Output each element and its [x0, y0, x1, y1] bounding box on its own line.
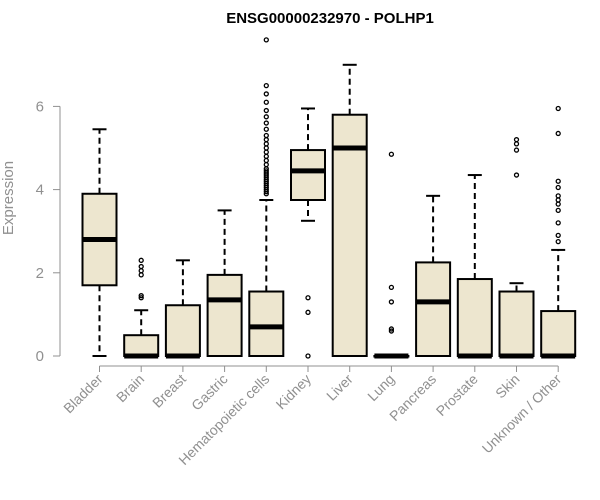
outlier-point	[138, 257, 144, 263]
outlier-point	[263, 107, 269, 114]
x-tick-label: Skin	[492, 371, 523, 402]
y-axis: 0 2 4 6	[36, 98, 61, 365]
outlier-point	[263, 168, 269, 174]
outlier-point	[555, 105, 561, 112]
iqr-box	[164, 304, 201, 357]
x-tick-label: Kidney	[273, 371, 315, 413]
outlier-point	[263, 153, 269, 159]
outlier-point	[555, 197, 561, 203]
box-pancreas	[415, 194, 452, 357]
x-tick-label: Breast	[149, 371, 189, 411]
outlier-point	[138, 263, 144, 270]
outlier-point	[263, 37, 269, 43]
y-tick-label: 2	[36, 265, 44, 282]
iqr-box	[290, 149, 326, 201]
chart-title: ENSG00000232970 - POLHP1	[226, 10, 434, 27]
y-tick-label: 4	[36, 182, 44, 199]
outlier-point	[263, 126, 269, 132]
box-brain	[123, 257, 160, 359]
outlier-point	[555, 201, 561, 207]
outlier-point	[263, 141, 269, 147]
x-tick-label: Brain	[113, 371, 147, 405]
outlier-point	[388, 299, 395, 305]
x-tick-label: Lung	[364, 371, 397, 404]
box-liver	[331, 63, 368, 357]
x-tick-label: Prostate	[433, 371, 481, 419]
iqr-box	[206, 273, 243, 358]
outlier-point	[263, 149, 269, 155]
box-gastric	[206, 209, 243, 358]
iqr-box	[415, 261, 452, 357]
iqr-box	[248, 290, 285, 357]
outlier-point	[388, 151, 395, 157]
box-hematopoietic-cells	[248, 37, 285, 357]
outlier-point	[513, 147, 520, 153]
y-tick-label: 0	[36, 348, 44, 365]
x-tick-label: Unknown / Other	[479, 371, 565, 457]
outlier-point	[263, 161, 269, 168]
boxes-group	[81, 37, 577, 359]
iqr-box	[123, 334, 160, 358]
outlier-point	[513, 137, 520, 143]
iqr-box	[540, 310, 577, 357]
outlier-point	[263, 145, 269, 151]
outlier-point	[555, 178, 561, 184]
outlier-point	[263, 120, 269, 126]
outlier-point	[263, 82, 269, 89]
outlier-point	[555, 238, 561, 245]
outlier-point	[555, 207, 561, 214]
box-breast	[164, 259, 201, 359]
outlier-point	[305, 295, 311, 301]
box-lung	[373, 151, 410, 359]
outlier-point	[263, 91, 269, 97]
iqr-box	[331, 113, 368, 357]
outlier-point	[263, 99, 269, 105]
x-tick-label: Bladder	[60, 371, 106, 417]
iqr-box	[498, 290, 535, 357]
outlier-point	[555, 130, 561, 137]
outlier-point	[513, 172, 520, 178]
outlier-point	[555, 232, 561, 239]
outlier-point	[513, 141, 520, 147]
outlier-point	[263, 137, 269, 143]
box-skin	[498, 137, 535, 359]
outlier-point	[138, 272, 144, 278]
outlier-point	[555, 184, 561, 191]
outlier-point	[138, 293, 144, 299]
y-axis-label: Expression	[0, 161, 17, 235]
box-prostate	[456, 174, 493, 359]
y-tick-label: 6	[36, 98, 44, 115]
outlier-point	[138, 295, 144, 301]
outlier-point	[263, 132, 269, 139]
outlier-point	[388, 328, 395, 334]
outlier-point	[388, 284, 395, 291]
outlier-point	[263, 114, 269, 120]
box-bladder	[81, 128, 118, 357]
outlier-point	[305, 309, 311, 315]
outlier-point	[555, 193, 561, 199]
outlier-point	[305, 353, 311, 359]
outlier-point	[263, 157, 269, 164]
outlier-point	[388, 326, 395, 332]
box-kidney	[290, 107, 326, 359]
outlier-point	[138, 268, 144, 274]
outlier-point	[555, 220, 561, 226]
iqr-box	[456, 278, 493, 358]
box-unknown-other	[540, 105, 577, 359]
x-tick-label: Liver	[323, 371, 356, 404]
